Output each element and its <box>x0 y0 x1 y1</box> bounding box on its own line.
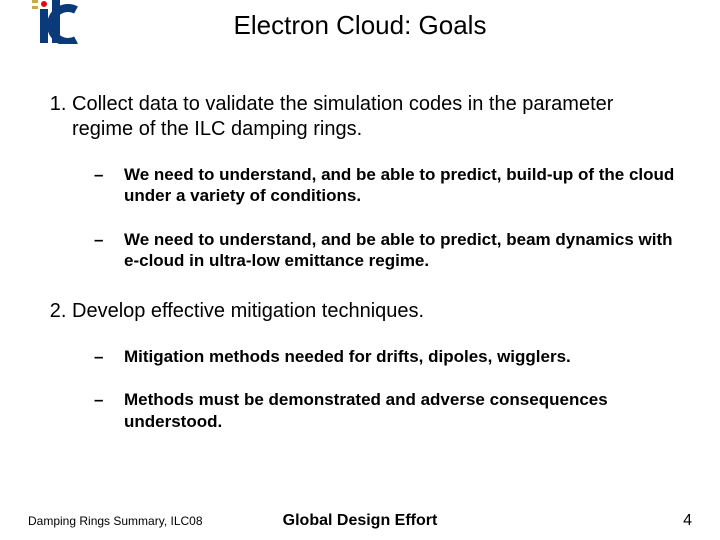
footer-center: Global Design Effort <box>0 512 720 530</box>
point-1-text: Collect data to validate the simulation … <box>72 93 613 140</box>
point-1-sub-2: We need to understand, and be able to pr… <box>94 229 676 272</box>
point-1-sub-1: We need to understand, and be able to pr… <box>94 164 676 207</box>
dot-row-bottom <box>0 496 720 500</box>
point-2-sub-1: Mitigation methods needed for drifts, di… <box>94 346 676 367</box>
header: Electron Cloud: Goals <box>0 0 720 68</box>
point-1: Collect data to validate the simulation … <box>72 92 676 271</box>
point-2: Develop effective mitigation techniques.… <box>72 299 676 432</box>
main-list: Collect data to validate the simulation … <box>44 92 676 432</box>
point-2-text: Develop effective mitigation techniques. <box>72 300 424 322</box>
footer: Damping Rings Summary, ILC08 Global Desi… <box>0 508 720 532</box>
content-area: Collect data to validate the simulation … <box>0 68 720 432</box>
slide-title: Electron Cloud: Goals <box>0 4 720 41</box>
ilc-logo <box>32 0 92 44</box>
page-number: 4 <box>683 512 692 530</box>
point-1-sublist: We need to understand, and be able to pr… <box>72 164 676 271</box>
point-2-sub-2: Methods must be demonstrated and adverse… <box>94 389 676 432</box>
dot-row-top <box>0 50 720 54</box>
point-2-sublist: Mitigation methods needed for drifts, di… <box>72 346 676 432</box>
